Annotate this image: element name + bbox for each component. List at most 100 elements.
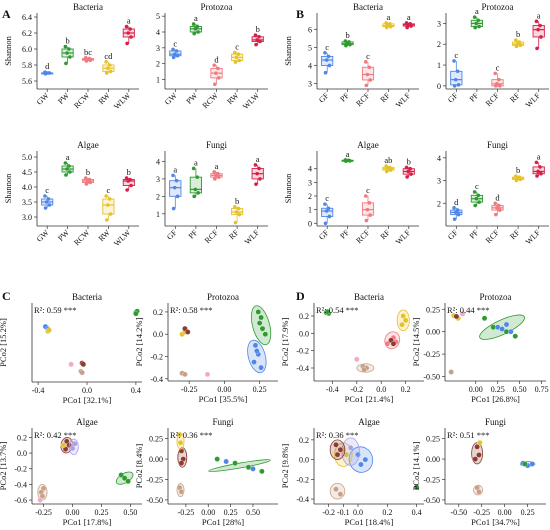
r2-annotation: R²: 0.54 *** xyxy=(316,305,358,315)
data-point xyxy=(476,193,481,198)
significance-letter: a xyxy=(475,6,479,16)
data-point xyxy=(213,177,217,181)
significance-letter: cd xyxy=(104,51,113,61)
y-tick-label: -0.4 xyxy=(14,480,27,489)
data-point xyxy=(129,35,133,39)
data-point xyxy=(174,49,179,53)
x-axis-label: PCo1 [34.7%] xyxy=(471,517,520,527)
data-point xyxy=(388,24,393,29)
data-point xyxy=(60,442,67,448)
y-tick-label: -0.2 xyxy=(150,352,163,361)
data-point xyxy=(323,51,327,55)
data-point xyxy=(65,167,69,171)
significance-letter: a xyxy=(537,10,541,20)
y-tick-label: 0.0 xyxy=(299,456,309,465)
y-tick-label: 0.0 xyxy=(153,330,163,339)
data-point xyxy=(408,166,412,171)
y-tick-label: 3.5 xyxy=(22,198,32,207)
data-point xyxy=(323,221,328,226)
y-tick-label: 6.2 xyxy=(22,29,32,38)
plot-area xyxy=(329,437,420,500)
data-point xyxy=(259,325,266,332)
x-tick-label: 0.00 xyxy=(66,508,80,517)
data-point xyxy=(262,331,269,337)
y-axis-label: PCo2 [14.2%] xyxy=(134,318,144,367)
x-tick-label: 0.00 xyxy=(217,385,231,394)
x-tick-label: RW xyxy=(225,91,240,106)
data-point xyxy=(326,54,331,59)
y-tick-label: 4 xyxy=(437,154,441,163)
data-point xyxy=(514,174,518,178)
x-tick-label: WLF xyxy=(394,228,413,247)
significance-letter: d xyxy=(454,197,459,207)
data-point xyxy=(172,185,177,190)
significance-letter: c xyxy=(107,185,111,195)
data-point xyxy=(233,50,237,55)
data-point xyxy=(384,169,389,174)
significance-letter: a xyxy=(407,12,411,22)
x-tick-label: 0.0 xyxy=(353,508,363,517)
y-tick-label: 4 xyxy=(308,61,312,70)
y-tick-label: 0.2 xyxy=(17,433,27,442)
data-point xyxy=(254,182,258,186)
y-axis-label: PCo2 [17.9%] xyxy=(280,318,290,367)
panel-a4: Fungi 1 2 3 4 a GF a PF a RCF b RF a WLF xyxy=(156,140,268,246)
x-tick-label: -0.1 xyxy=(337,508,350,517)
data-point xyxy=(125,188,129,192)
panel-letter: A xyxy=(2,7,11,21)
panel-title: Bacteria xyxy=(354,292,384,302)
data-point xyxy=(337,446,344,453)
data-point xyxy=(474,444,480,450)
y-axis-label: Shannon xyxy=(3,173,13,204)
data-point xyxy=(252,342,259,349)
data-point xyxy=(258,177,262,181)
significance-letter: b xyxy=(516,29,520,39)
y-tick-label: -0.25 xyxy=(423,475,440,484)
y-tick-label: 5.6 xyxy=(22,77,32,86)
data-point xyxy=(83,56,88,60)
x-tick-label: 0.25 xyxy=(224,508,238,517)
data-point xyxy=(347,158,351,163)
data-point xyxy=(124,176,129,180)
x-axis-label: PCo1 [26.8%] xyxy=(471,394,520,404)
y-axis-label: Shannon xyxy=(283,35,293,66)
data-point xyxy=(191,166,196,171)
data-point xyxy=(406,169,411,174)
data-point xyxy=(326,206,331,211)
data-point xyxy=(364,83,369,88)
significance-letter: a xyxy=(194,157,198,167)
y-tick-label: 5.8 xyxy=(22,61,32,70)
x-axis-label: PCo1 [17.8%] xyxy=(63,517,112,527)
x-tick-label: RCF xyxy=(484,91,501,108)
y-tick-label: -0.2 xyxy=(296,475,309,484)
data-point xyxy=(477,439,483,446)
data-point xyxy=(368,78,373,82)
x-tick-label: RF xyxy=(508,228,522,242)
y-tick-label: -0.2 xyxy=(296,347,309,356)
data-point xyxy=(493,201,498,206)
x-tick-label: RCF xyxy=(354,91,371,108)
data-point xyxy=(448,369,454,375)
data-point xyxy=(104,71,109,75)
panel-a3: Algae 3.0 3.5 4.0 4.5 5.0 Shannon c GW a PW b RCW c RW… xyxy=(3,140,139,248)
y-tick-label: 1 xyxy=(156,210,160,219)
r2-annotation: R²: 0.36 *** xyxy=(170,430,212,440)
data-point xyxy=(195,175,200,179)
data-point xyxy=(327,214,332,219)
data-point xyxy=(64,61,68,66)
data-point xyxy=(182,371,188,378)
x-axis-label: PCo1 [28%] xyxy=(202,517,244,527)
data-point xyxy=(44,200,49,204)
data-point xyxy=(343,158,348,162)
data-point xyxy=(455,69,460,74)
x-tick-label: -0.25 xyxy=(35,508,52,517)
data-point xyxy=(348,42,352,47)
data-point xyxy=(213,82,217,87)
significance-letter: c xyxy=(496,62,500,72)
panel-title: Bacteria xyxy=(353,2,383,12)
data-point xyxy=(258,39,262,44)
data-point xyxy=(87,56,92,61)
data-point xyxy=(363,194,368,198)
y-tick-label: 3.0 xyxy=(22,213,32,222)
